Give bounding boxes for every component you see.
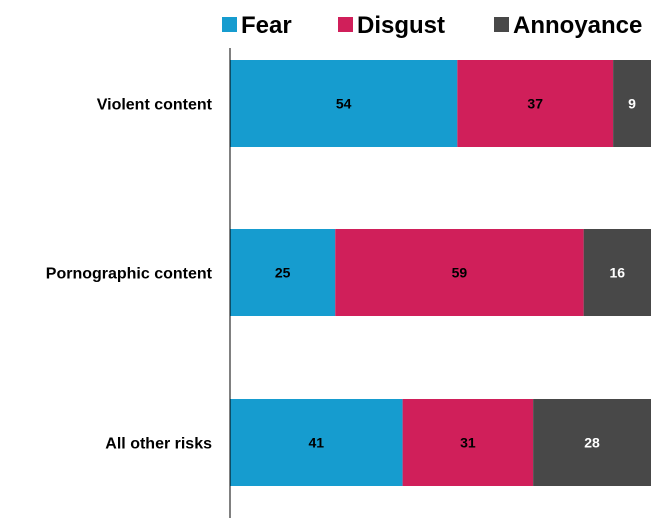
bar-all-other-risks-fear [230, 399, 403, 486]
data-label-violent-content-annoyance: 9 [628, 96, 636, 112]
legend: Fear Disgust Annoyance [222, 12, 642, 39]
data-label-all-other-risks-disgust: 31 [460, 435, 476, 451]
bar-all-other-risks-disgust [402, 399, 534, 486]
data-label-pornographic-content-fear: 25 [275, 265, 291, 281]
bar-violent-content-disgust [457, 60, 614, 147]
legend-label-disgust: Disgust [357, 12, 445, 39]
legend-swatch-annoyance [494, 17, 509, 32]
bar-pornographic-content-annoyance [583, 229, 651, 316]
category-labels: Violent content Pornographic content All o… [46, 97, 213, 453]
data-label-pornographic-content-annoyance: 16 [610, 265, 626, 281]
category-label-all-other-risks: All other risks [105, 436, 212, 453]
data-label-all-other-risks-fear: 41 [309, 435, 325, 451]
bar-violent-content-fear [230, 60, 458, 147]
bar-all-other-risks-annoyance [533, 399, 651, 486]
legend-label-fear: Fear [241, 12, 292, 39]
bars: 54 37 9 25 59 16 41 31 28 [230, 60, 651, 486]
bar-pornographic-content-disgust [335, 229, 584, 316]
category-label-pornographic-content: Pornographic content [46, 266, 213, 283]
data-label-all-other-risks-annoyance: 28 [584, 435, 600, 451]
bar-pornographic-content-fear [230, 229, 336, 316]
legend-swatch-disgust [338, 17, 353, 32]
legend-label-annoyance: Annoyance [513, 12, 642, 39]
legend-swatch-fear [222, 17, 237, 32]
data-label-pornographic-content-disgust: 59 [452, 265, 468, 281]
data-label-violent-content-fear: 54 [336, 96, 352, 112]
category-label-violent-content: Violent content [97, 97, 213, 114]
data-label-violent-content-disgust: 37 [527, 96, 543, 112]
bar-violent-content-annoyance [613, 60, 651, 147]
